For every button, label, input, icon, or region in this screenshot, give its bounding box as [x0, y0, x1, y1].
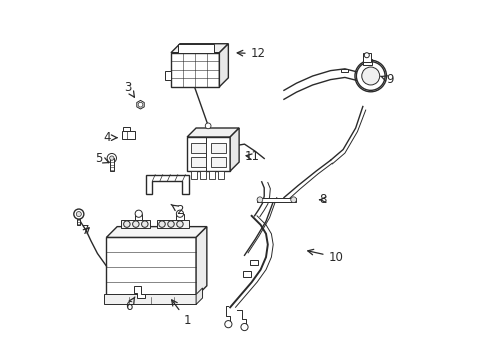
- Polygon shape: [137, 100, 144, 109]
- Bar: [165, 71, 171, 80]
- Bar: [171, 53, 219, 87]
- Polygon shape: [106, 226, 206, 237]
- Polygon shape: [171, 44, 228, 53]
- Polygon shape: [134, 286, 145, 298]
- Circle shape: [290, 197, 296, 203]
- Circle shape: [123, 221, 130, 227]
- Bar: [362, 53, 370, 62]
- Bar: [211, 157, 226, 167]
- Circle shape: [74, 209, 83, 219]
- Text: 8: 8: [318, 193, 325, 206]
- Text: 10: 10: [307, 249, 343, 264]
- Bar: [156, 220, 188, 228]
- Text: 5: 5: [95, 152, 109, 165]
- Text: 2: 2: [171, 204, 183, 217]
- Bar: [362, 59, 371, 64]
- Bar: [106, 237, 196, 297]
- Circle shape: [109, 156, 114, 160]
- Bar: [187, 137, 230, 171]
- Circle shape: [107, 153, 116, 163]
- Bar: [122, 131, 135, 139]
- Circle shape: [167, 221, 174, 227]
- Polygon shape: [187, 128, 239, 137]
- Text: 12: 12: [237, 47, 265, 60]
- Circle shape: [224, 320, 231, 328]
- Polygon shape: [196, 226, 206, 297]
- Bar: [123, 127, 130, 131]
- Bar: [242, 271, 251, 277]
- Bar: [211, 143, 226, 153]
- Circle shape: [361, 67, 379, 85]
- Circle shape: [138, 102, 142, 107]
- Circle shape: [257, 197, 262, 203]
- Circle shape: [135, 210, 142, 217]
- Text: 7: 7: [82, 224, 90, 238]
- Circle shape: [364, 53, 368, 58]
- Bar: [77, 219, 80, 225]
- Circle shape: [142, 221, 148, 227]
- Bar: [121, 220, 150, 228]
- Circle shape: [159, 221, 165, 227]
- Bar: [110, 158, 113, 171]
- Bar: [341, 69, 348, 72]
- Text: 11: 11: [244, 150, 259, 163]
- Bar: [103, 294, 196, 305]
- Text: 6: 6: [125, 297, 135, 313]
- Polygon shape: [196, 288, 202, 305]
- Circle shape: [76, 212, 81, 217]
- Bar: [190, 143, 205, 153]
- Circle shape: [205, 123, 211, 129]
- Bar: [176, 214, 183, 220]
- Circle shape: [132, 221, 139, 227]
- Polygon shape: [230, 128, 239, 171]
- Bar: [190, 157, 205, 167]
- Circle shape: [176, 210, 183, 217]
- Bar: [191, 171, 197, 179]
- Text: 3: 3: [124, 81, 134, 97]
- Text: 4: 4: [103, 131, 117, 144]
- Bar: [257, 198, 296, 202]
- Polygon shape: [219, 44, 228, 87]
- Polygon shape: [145, 175, 188, 194]
- Bar: [200, 171, 206, 179]
- Text: 9: 9: [380, 73, 393, 86]
- Circle shape: [356, 62, 384, 90]
- Bar: [249, 260, 258, 265]
- Bar: [178, 44, 214, 53]
- Bar: [218, 171, 224, 179]
- Bar: [135, 214, 142, 220]
- Bar: [209, 171, 215, 179]
- Text: 1: 1: [171, 300, 190, 327]
- Circle shape: [241, 323, 247, 330]
- Circle shape: [176, 221, 183, 227]
